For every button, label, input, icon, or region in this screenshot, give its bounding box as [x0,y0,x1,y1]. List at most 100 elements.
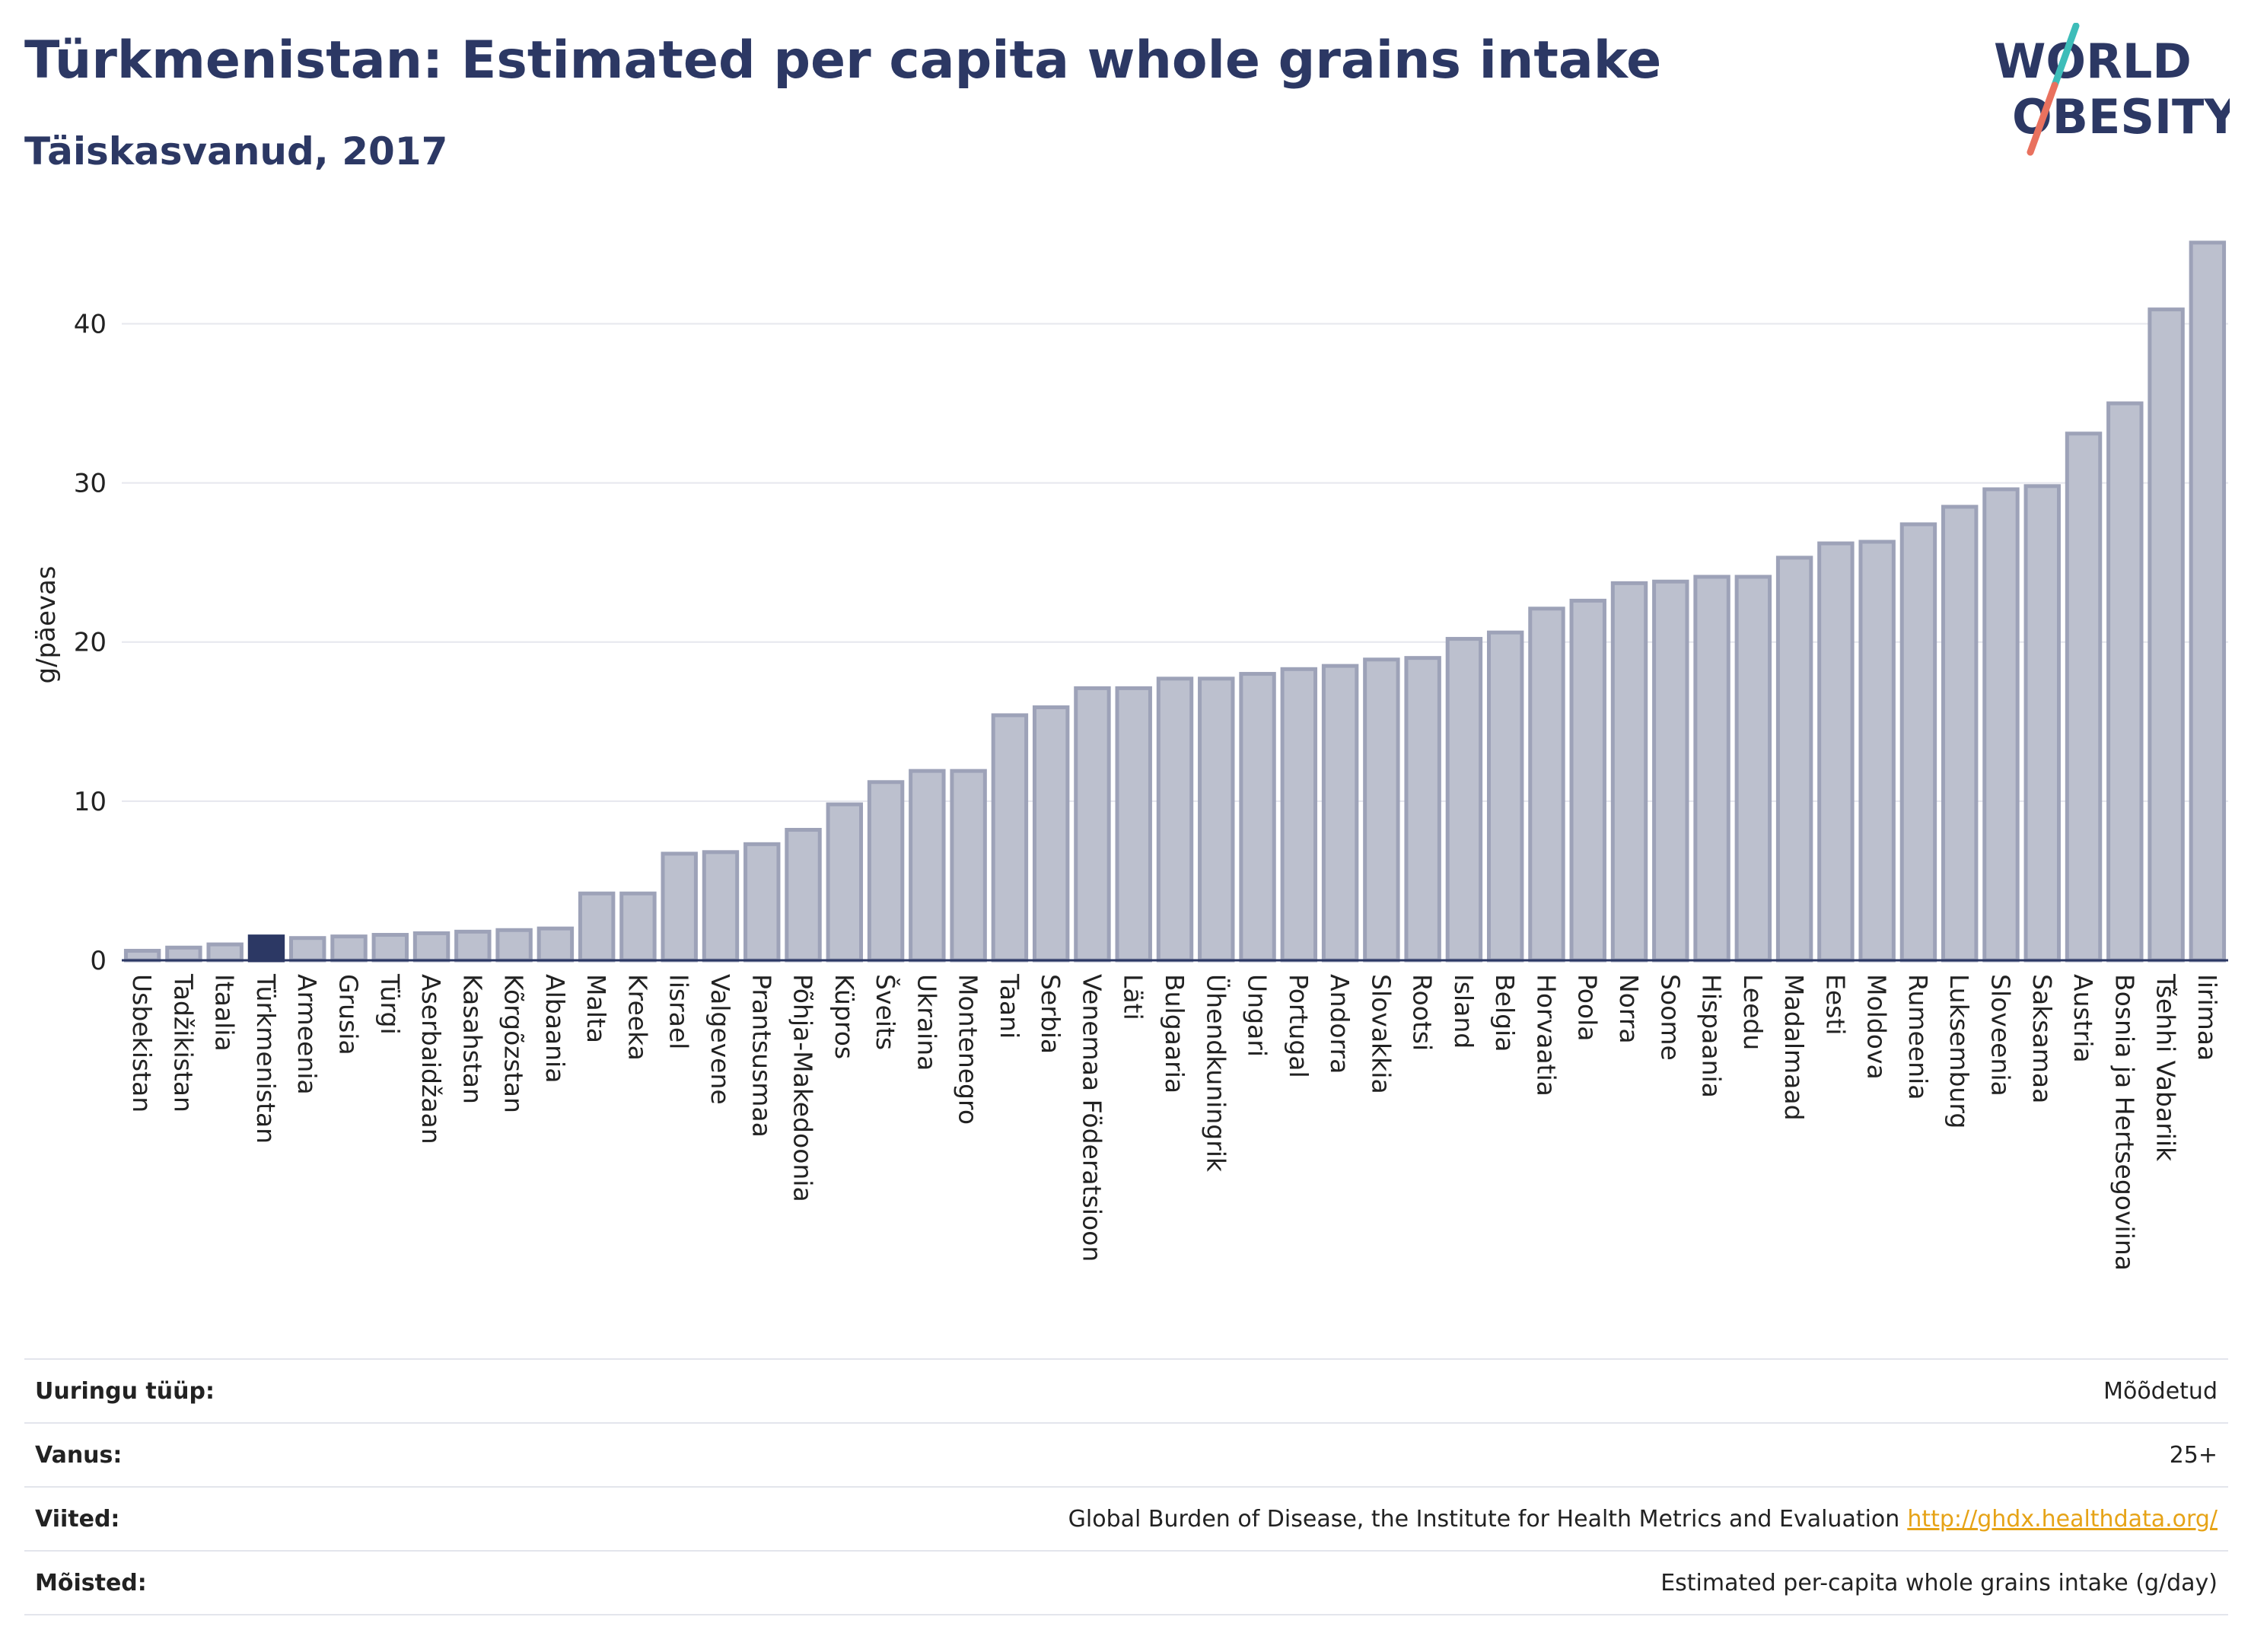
x-tick-label: Rootsi [1408,974,1438,1051]
x-tick-label: Tadžikistan [168,973,198,1112]
bar [826,802,864,963]
x-tick-label: Luksemburg [1944,974,1974,1128]
bar [1941,505,1979,963]
x-tick-label: Armeenia [292,974,322,1095]
x-tick-label: Bulgaaria [1160,974,1189,1093]
meta-label: Viited: [35,1505,120,1533]
bar [412,931,451,963]
bar [1775,555,1813,963]
x-tick-label: Ukraina [912,974,941,1071]
bar [1858,540,1896,963]
x-tick-label: Eesti [1820,974,1850,1035]
meta-label: Mõisted: [35,1569,147,1596]
bar [1528,606,1565,963]
x-tick-label: Sloveenia [1985,974,2015,1097]
bar [950,769,987,963]
x-tick-label: Hispaania [1697,974,1727,1098]
x-tick-label: Türgi [375,973,405,1035]
bar [785,828,822,963]
bar [1280,667,1318,963]
bar [330,934,368,963]
bar [743,842,781,963]
y-tick-label: 20 [74,628,107,658]
x-tick-label: Läti [1119,974,1148,1020]
x-tick-label: Türkmenistan [251,973,281,1144]
meta-row-age: Vanus: 25+ [24,1424,2228,1488]
x-tick-label: Horvaatia [1531,974,1561,1097]
x-tick-label: Taani [995,973,1024,1039]
y-tick-label: 30 [74,469,107,499]
chart-title: Türkmenistan: Estimated per capita whole… [24,30,1662,91]
x-tick-label: Norra [1614,974,1644,1044]
x-tick-label: Iisrael [664,974,694,1049]
x-tick-label: Aserbaidžaan [416,974,446,1144]
x-tick-label: Portugal [1284,974,1313,1078]
bars [123,240,2227,963]
bar [1321,664,1359,963]
x-tick-label: Andorra [1325,974,1355,1074]
x-tick-label: Rumeenia [1903,974,1933,1100]
meta-row-definitions: Mõisted: Estimated per-capita whole grai… [24,1552,2228,1615]
bar [1817,541,1855,963]
meta-value: Mõõdetud [2103,1377,2218,1405]
meta-value: 25+ [2169,1441,2218,1469]
y-axis-label: g/päevas [31,565,62,683]
bar [165,945,202,963]
x-tick-label: Usbekistan [127,974,157,1112]
metadata-table: Uuringu tüüp: Mõõdetud Vanus: 25+ Viited… [24,1358,2228,1615]
bar [371,933,409,963]
x-tick-label: Šveits [871,974,901,1050]
x-tick-label: Poola [1573,974,1603,1042]
reference-link[interactable]: http://ghdx.healthdata.org/ [1907,1505,2218,1533]
bar [1734,575,1772,963]
reference-text: Global Burden of Disease, the Institute … [1068,1505,1900,1533]
bar [1610,581,1648,963]
logo-slash-teal [2051,23,2080,89]
bar [619,891,657,963]
bar [2065,431,2103,963]
y-axis-ticks: 0 10 20 30 40 [74,309,107,976]
x-tick-label: Ühendkuningrik [1201,974,1231,1173]
bar [454,929,492,963]
y-tick-label: 10 [74,787,107,817]
x-tick-label: Saksamaa [2027,974,2057,1103]
x-tick-label: Island [1449,974,1479,1049]
x-tick-label: Venemaa Föderatsioon [1077,974,1106,1262]
x-tick-label: Serbia [1036,974,1065,1054]
x-tick-label: Belgia [1490,974,1520,1052]
bar-chart: 0 10 20 30 40 Usbekistan Tadžikistan Itaalia Tü… [31,240,2228,1271]
bar [536,926,575,963]
logo-slash-coral [2027,81,2058,156]
chart-subtitle: Täiskasvanud, 2017 [24,129,448,173]
x-tick-label: Küpros [829,974,859,1059]
bar [1569,598,1606,963]
meta-label: Uuringu tüüp: [35,1377,215,1405]
bar [1693,575,1730,963]
x-tick-label: Montenegro [954,974,983,1125]
x-tick-label: Kõrgõzstan [499,974,529,1113]
x-tick-label: Leedu [1738,974,1768,1050]
x-tick-label: Bosnia ja Hertsegoviina [2109,974,2139,1271]
x-axis-ticks: Usbekistan Tadžikistan Itaalia Türkmenistan… [127,973,2222,1271]
bar [2189,240,2227,963]
bar [123,948,161,963]
bar [1074,686,1111,963]
x-tick-label: Ungari [1243,974,1272,1057]
bar [661,851,698,963]
bar [1982,487,2020,963]
bar [2023,484,2061,963]
x-tick-label: Itaalia [210,974,240,1052]
bar [1032,705,1070,963]
x-tick-label: Grusia [334,974,364,1055]
bar [2148,307,2185,963]
bar [1652,579,1689,963]
bar [1198,676,1235,963]
x-tick-label: Albaania [540,974,570,1083]
world-obesity-logo: WORLD OBESITY [1994,23,2230,156]
x-tick-label: Moldova [1862,974,1892,1080]
x-tick-label: Prantsusmaa [747,974,776,1138]
bar [1239,672,1276,963]
meta-label: Vanus: [35,1441,123,1469]
x-tick-label: Tšehhi Vabariik [2151,973,2181,1162]
bar [206,942,244,963]
